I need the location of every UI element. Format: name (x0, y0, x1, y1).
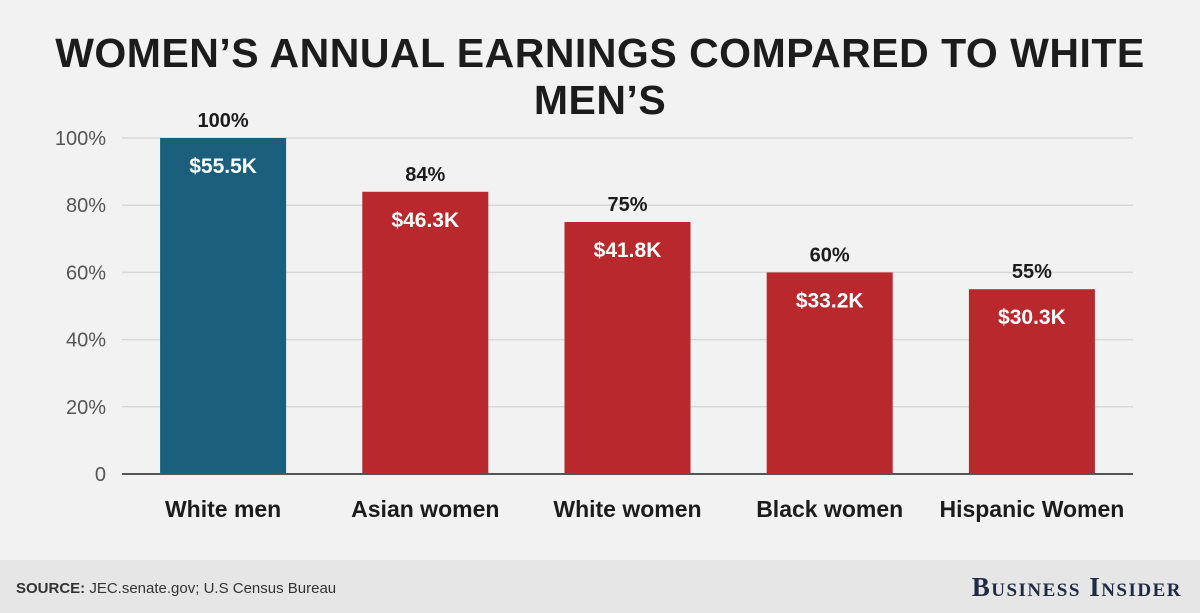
bar-value-label: 100% (198, 110, 249, 132)
y-tick-label: 20% (66, 397, 106, 419)
bar-earnings-label: $33.2K (796, 289, 864, 312)
x-tick-label: White women (553, 496, 701, 522)
x-tick-label: Hispanic Women (939, 496, 1124, 522)
bar (968, 289, 1095, 474)
source-label: SOURCE: (16, 580, 86, 597)
brand-logo: Business Insider (971, 572, 1182, 602)
bar (766, 272, 893, 474)
bar (160, 138, 287, 474)
bar-earnings-label: $30.3K (998, 306, 1066, 329)
bar-chart: 0 20% 40% 60% 80% 100% 100% $55.5K White men 84% $… (55, 110, 1133, 522)
y-tick-label: 60% (66, 262, 106, 284)
y-tick-label: 40% (66, 330, 106, 352)
source-text: JEC.senate.gov; U.S Census Bureau (85, 580, 337, 597)
y-tick-label: 0 (95, 464, 106, 486)
x-tick-label: Asian women (351, 496, 499, 522)
x-tick-label: Black women (756, 496, 903, 522)
y-tick-label: 80% (66, 195, 106, 217)
source-note: SOURCE: JEC.senate.gov; U.S Census Burea… (16, 580, 336, 597)
bar-earnings-label: $46.3K (391, 209, 459, 232)
bar-earnings-label: $41.8K (594, 239, 662, 262)
bar-earnings-label: $55.5K (189, 155, 257, 178)
chart-title: WOMEN’S ANNUAL EARNINGS COMPARED TO WHIT… (55, 30, 1145, 123)
x-tick-label: White men (165, 496, 281, 522)
bar (564, 222, 691, 474)
bar-value-label: 60% (810, 244, 850, 266)
bar (362, 191, 489, 474)
y-tick-label: 100% (55, 128, 106, 150)
bar-value-label: 75% (607, 194, 647, 216)
footer: SOURCE: JEC.senate.gov; U.S Census Burea… (0, 560, 1200, 613)
bar-value-label: 55% (1012, 261, 1052, 283)
bar-value-label: 84% (405, 164, 445, 186)
